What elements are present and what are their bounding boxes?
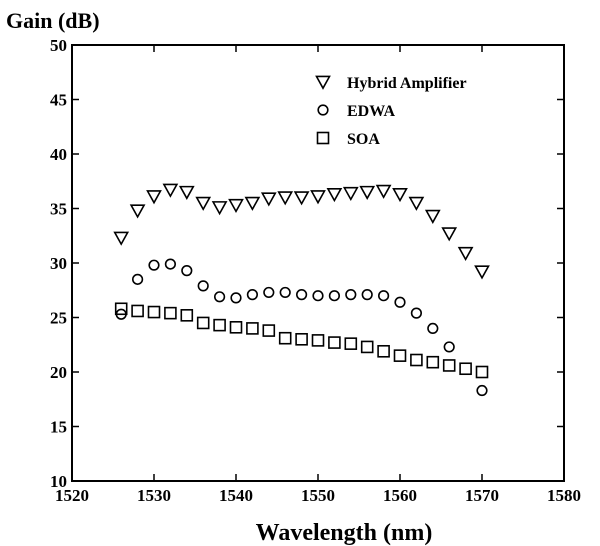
legend-label: SOA — [347, 131, 380, 148]
data-point — [392, 188, 408, 203]
data-point — [442, 359, 456, 372]
data-point — [278, 331, 292, 345]
x-tick-label: 1520 — [55, 486, 89, 505]
data-point — [426, 355, 440, 369]
y-tick-label: 15 — [50, 418, 67, 437]
data-point — [342, 186, 359, 202]
data-point — [310, 190, 326, 205]
data-point — [345, 289, 357, 301]
data-point — [197, 280, 209, 292]
data-point — [311, 334, 325, 347]
data-point — [410, 307, 423, 319]
series-circle — [115, 258, 488, 397]
data-point — [377, 344, 390, 358]
legend-label: EDWA — [347, 103, 395, 120]
data-point — [277, 191, 294, 206]
data-point — [328, 290, 341, 302]
data-point — [195, 196, 212, 211]
data-point — [393, 349, 407, 362]
data-point — [162, 183, 179, 198]
tick-labels: 1520 1530 1540 1550 1560 1570 1580101520253035… — [50, 36, 581, 505]
y-tick-label: 40 — [50, 145, 67, 164]
y-tick-label: 45 — [50, 91, 67, 110]
y-tick-label: 50 — [50, 36, 67, 55]
data-point — [410, 353, 423, 367]
data-point — [213, 318, 226, 332]
data-point — [375, 184, 392, 199]
legend: Hybrid Amplifier EDWA SOA — [315, 75, 467, 148]
data-point — [326, 188, 343, 203]
x-axis-title: Wavelength (nm) — [256, 520, 433, 546]
data-point — [360, 340, 374, 354]
data-point — [443, 341, 455, 353]
data-point — [196, 316, 210, 330]
data-point — [181, 265, 193, 277]
data-point — [476, 384, 488, 397]
data-point — [246, 289, 258, 301]
data-point — [344, 337, 358, 350]
data-point — [427, 322, 439, 335]
data-point — [229, 321, 243, 334]
data-point — [328, 336, 341, 349]
data-point — [147, 305, 161, 319]
data-point — [148, 259, 160, 271]
data-point — [164, 258, 176, 270]
y-axis-title: Gain (dB) — [6, 8, 100, 33]
data-point — [441, 227, 458, 242]
legend-label: Hybrid Amplifier — [347, 75, 467, 92]
data-point — [180, 309, 194, 322]
data-point — [424, 209, 441, 224]
data-point — [164, 306, 177, 320]
series-triangle-down — [113, 183, 490, 280]
data-point — [228, 198, 244, 214]
y-tick-label: 30 — [50, 254, 67, 273]
data-point — [394, 296, 406, 308]
y-tick-label: 20 — [50, 363, 67, 382]
data-point — [113, 231, 130, 246]
data-point — [132, 273, 144, 285]
data-point — [263, 286, 275, 299]
data-marks — [113, 183, 490, 397]
x-tick-label: 1580 — [547, 486, 581, 505]
data-point — [246, 322, 259, 335]
data-point — [178, 185, 195, 200]
legend-marker — [317, 104, 329, 116]
y-tick-label: 10 — [50, 472, 67, 491]
data-point — [211, 201, 228, 216]
data-point — [295, 332, 308, 346]
data-point — [312, 290, 324, 302]
x-tick-label: 1550 — [301, 486, 335, 505]
data-point — [378, 290, 390, 302]
x-tick-label: 1570 — [465, 486, 499, 505]
data-point — [131, 304, 144, 318]
data-point — [359, 185, 376, 200]
x-tick-label: 1560 — [383, 486, 417, 505]
legend-marker — [315, 75, 331, 90]
data-point — [244, 196, 261, 211]
y-tick-label: 35 — [50, 200, 67, 219]
data-point — [262, 324, 276, 337]
axis-ticks — [71, 44, 565, 482]
series-square — [114, 302, 489, 379]
data-point — [146, 190, 162, 205]
legend-marker — [316, 131, 330, 145]
data-point — [230, 292, 242, 304]
data-point — [474, 265, 490, 280]
data-point — [457, 246, 474, 262]
data-point — [114, 302, 128, 316]
x-tick-label: 1540 — [219, 486, 253, 505]
data-point — [296, 289, 308, 301]
data-point — [475, 365, 489, 379]
y-tick-label: 25 — [50, 309, 67, 328]
data-point — [408, 196, 425, 211]
data-point — [214, 291, 226, 303]
data-point — [459, 362, 472, 376]
data-point — [129, 204, 146, 219]
x-tick-label: 1530 — [137, 486, 171, 505]
data-point — [293, 191, 310, 206]
data-point — [260, 192, 277, 207]
data-point — [279, 286, 291, 299]
data-point — [361, 289, 373, 301]
